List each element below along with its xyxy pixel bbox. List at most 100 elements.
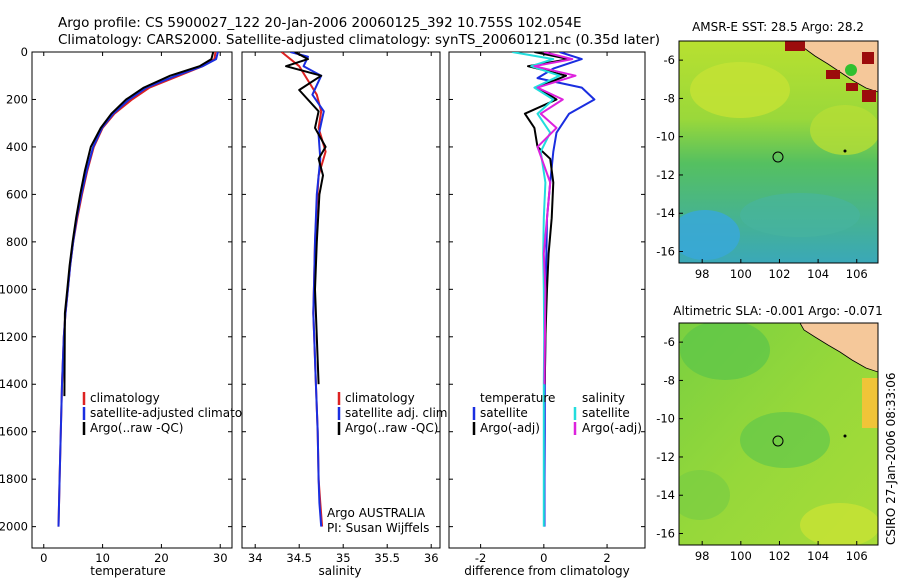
salinity-axes (241, 51, 441, 549)
argo-position-marker (772, 151, 784, 163)
argo-position-marker (772, 435, 784, 447)
temperature-panel: 0 10 20 30 0 200 400 600 800 1000 1200 1400 1600 1800… (0, 45, 268, 578)
x-tick-label: -2 (475, 551, 486, 565)
series-salinity-satellite (512, 52, 561, 527)
title-line-1: Argo profile: CS 5900027_122 20-Jan-2006… (58, 15, 581, 31)
sst-flag-cell (785, 41, 805, 51)
map-x-tick-label: 106 (846, 549, 868, 563)
x-tick-label: 30 (213, 551, 228, 565)
map-x-tick-label: 106 (846, 267, 868, 281)
series-argo (285, 52, 327, 385)
series-argo (63, 52, 215, 397)
legend-label-sal-satellite: satellite (582, 406, 630, 420)
sla-high-patch (800, 503, 878, 545)
map-y-tick-label: -14 (656, 488, 675, 502)
map-y-tick-label: -12 (656, 168, 675, 182)
footer-timestamp: CSIRO 27-Jan-2006 08:33:06 (884, 373, 898, 545)
sst-warm-patch (690, 62, 790, 118)
sst-warm-patch (810, 105, 878, 155)
map-y-tick-label: -14 (656, 206, 675, 220)
difference-panel: -2 0 2 difference from climatology tempera… (448, 51, 646, 578)
x-tick-label: 0 (540, 551, 547, 565)
y-tick-label: 400 (6, 140, 28, 154)
map-y-tick-label: -16 (656, 527, 675, 541)
sst-flag-cell (826, 70, 840, 79)
x-tick-label: 20 (154, 551, 169, 565)
island-dot (843, 434, 847, 438)
temperature-legend: climatology satellite-adjusted climatolo… (82, 391, 268, 435)
legend-label-satellite: satellite adj. clim. (345, 406, 451, 420)
legend-label-climatology: climatology (90, 391, 160, 405)
y-tick-label: 1200 (0, 330, 28, 344)
map-y-tick-label: -10 (656, 130, 675, 144)
sla-low-patch (680, 323, 770, 380)
sst-land-green (845, 64, 857, 76)
salinity-legend: climatology satellite adj. clim. Argo(..… (337, 391, 451, 435)
map-x-tick-label: 102 (768, 549, 790, 563)
map-x-tick-label: 100 (730, 267, 752, 281)
sst-flag-cell (862, 52, 874, 64)
y-tick-label: 0 (21, 45, 28, 59)
sst-flag-cell (846, 83, 858, 91)
x-tick-label: 34.5 (286, 551, 312, 565)
series-salinity-argo (533, 52, 577, 385)
difference-xlabel: difference from climatology (464, 564, 630, 578)
sla-map-frame (678, 322, 879, 546)
y-tick-label: 200 (6, 92, 28, 106)
legend-group-temperature: temperature (480, 391, 555, 405)
map-x-tick-label: 98 (695, 549, 710, 563)
x-tick-label: 34 (248, 551, 263, 565)
salinity-xlabel: salinity (318, 564, 361, 578)
legend-label-temp-satellite: satellite (480, 406, 528, 420)
y-tick-label: 1600 (0, 425, 28, 439)
island-dot (843, 149, 847, 153)
legend-label-satellite: satellite-adjusted climatology (90, 406, 268, 420)
map-y-tick-label: -10 (656, 412, 675, 426)
legend-label-argo: Argo(..raw -QC) (90, 421, 183, 435)
y-tick-label: 1000 (0, 282, 28, 296)
legend-label-argo: Argo(..raw -QC) (345, 421, 438, 435)
sla-map-title: Altimetric SLA: -0.001 Argo: -0.071 (673, 304, 882, 318)
map-x-tick-label: 102 (768, 267, 790, 281)
x-tick-label: 36 (424, 551, 439, 565)
salinity-panel: 34 34.5 35 35.5 36 salinity climatology sate… (241, 51, 451, 578)
note-argo-australia: Argo AUSTRALIA (327, 506, 426, 520)
series-satellite (57, 52, 219, 527)
map-y-tick-label: -6 (664, 53, 675, 67)
sst-cool-patch (679, 210, 740, 260)
map-x-tick-label: 104 (807, 267, 829, 281)
x-tick-label: 35.5 (374, 551, 400, 565)
sst-cool-patch (740, 193, 860, 237)
y-tick-label: 1400 (0, 377, 28, 391)
x-tick-label: 0 (40, 551, 47, 565)
sla-map: Altimetric SLA: -0.001 Argo: -0.071 98 10… (656, 304, 883, 563)
x-tick-label: 10 (95, 551, 110, 565)
temperature-xlabel: temperature (90, 564, 165, 578)
y-tick-label: 600 (6, 187, 28, 201)
legend-label-sal-argo: Argo(-adj) (582, 421, 642, 435)
temperature-axes (31, 51, 233, 549)
sla-low-patch (740, 412, 830, 468)
sst-map-frame (678, 40, 879, 264)
sst-flag-cell (862, 90, 876, 102)
legend-label-temp-argo: Argo(-adj) (480, 421, 540, 435)
land-sumatra (799, 323, 878, 373)
sst-map: AMSR-E SST: 28.5 Argo: 28.2 98 100 102 104 1… (656, 20, 879, 281)
sla-high-strip (862, 378, 878, 428)
map-x-tick-label: 98 (695, 267, 710, 281)
map-y-tick-label: -12 (656, 450, 675, 464)
map-y-tick-label: -8 (664, 91, 675, 105)
map-x-tick-label: 104 (807, 549, 829, 563)
x-tick-label: 35 (336, 551, 351, 565)
map-y-tick-label: -16 (656, 245, 675, 259)
sst-map-title: AMSR-E SST: 28.5 Argo: 28.2 (692, 20, 864, 34)
land-sumatra (799, 41, 878, 93)
map-x-tick-label: 100 (730, 549, 752, 563)
difference-legend: temperature satellite Argo(-adj) salinit… (472, 391, 642, 435)
y-tick-label: 800 (6, 235, 28, 249)
sla-low-patch (679, 470, 730, 520)
note-pi: PI: Susan Wijffels (327, 521, 429, 535)
legend-label-climatology: climatology (345, 391, 415, 405)
y-tick-label: 2000 (0, 520, 28, 534)
